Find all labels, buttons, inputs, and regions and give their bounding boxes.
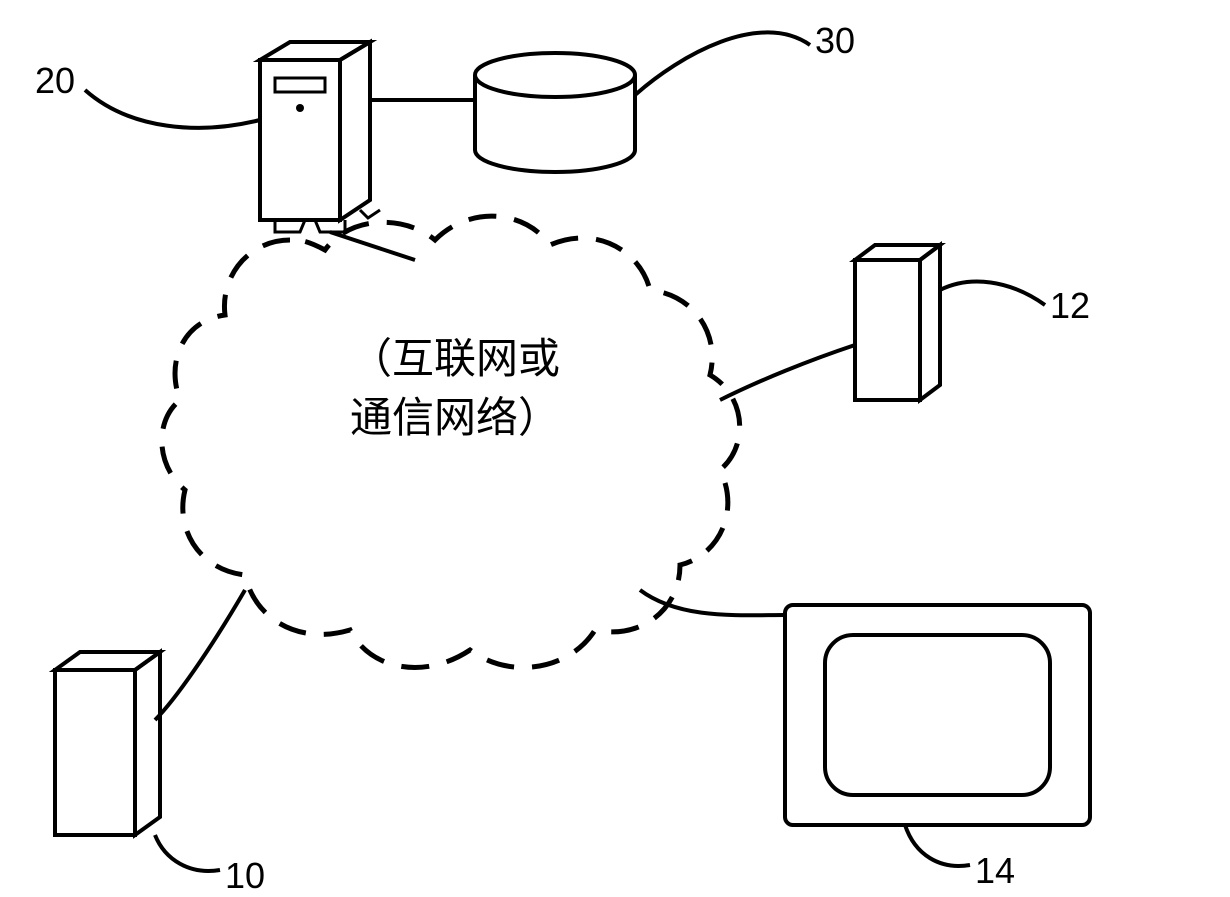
- label-30: 30: [815, 20, 855, 62]
- leader-12: [940, 282, 1045, 305]
- box-left-node: [55, 652, 160, 835]
- leader-20: [85, 90, 260, 128]
- cloud-text-line1: （互联网或: [350, 335, 560, 382]
- server-node: [260, 42, 380, 232]
- leader-14: [905, 825, 970, 866]
- cloud-label: （互联网或 通信网络）: [305, 330, 605, 448]
- label-10: 10: [225, 855, 265, 897]
- box-right-node: [855, 245, 940, 400]
- label-14: 14: [975, 850, 1015, 892]
- leader-10: [155, 835, 220, 871]
- edge-cloud-boxleft: [155, 590, 245, 720]
- label-12: 12: [1050, 285, 1090, 327]
- label-20: 20: [35, 60, 75, 102]
- network-diagram: （互联网或 通信网络） 20 30 12 14 10: [0, 0, 1230, 895]
- database-node: [475, 53, 635, 172]
- edge-cloud-boxright: [720, 345, 855, 400]
- edge-server-cloud: [330, 232, 415, 260]
- leader-30: [635, 32, 810, 95]
- cloud-text-line2: 通信网络）: [350, 394, 560, 441]
- diagram-svg: [0, 0, 1230, 895]
- monitor-node: [785, 605, 1090, 825]
